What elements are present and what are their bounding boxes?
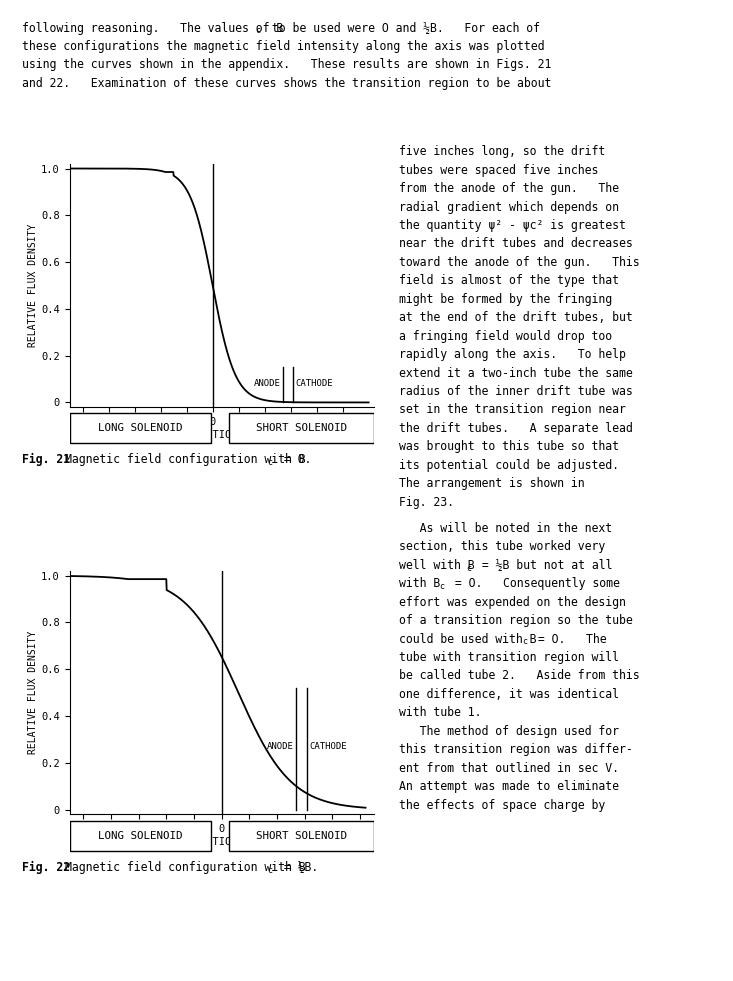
Text: be called tube 2.   Aside from this: be called tube 2. Aside from this: [399, 669, 640, 683]
Text: CATHODE: CATHODE: [309, 742, 347, 751]
Text: this transition region was differ-: this transition region was differ-: [399, 744, 633, 756]
Text: = ½B.: = ½B.: [277, 861, 318, 874]
Text: the drift tubes.   A separate lead: the drift tubes. A separate lead: [399, 422, 633, 435]
Text: c: c: [268, 458, 272, 467]
Text: to be used were O and ½B.   For each of: to be used were O and ½B. For each of: [265, 22, 540, 34]
Bar: [70, 413, 211, 442]
Text: rapidly along the axis.   To help: rapidly along the axis. To help: [399, 348, 627, 361]
Text: Fig. 22: Fig. 22: [22, 861, 70, 874]
Bar: [229, 821, 374, 851]
Text: five inches long, so the drift: five inches long, so the drift: [399, 145, 605, 158]
Text: tubes were spaced five inches: tubes were spaced five inches: [399, 164, 599, 177]
Text: was brought to this tube so that: was brought to this tube so that: [399, 440, 619, 453]
Text: The arrangement is shown in: The arrangement is shown in: [399, 477, 585, 490]
Text: using the curves shown in the appendix.   These results are shown in Figs. 21: using the curves shown in the appendix. …: [22, 59, 551, 72]
X-axis label: AXIAL POSITION - INCHES: AXIAL POSITION - INCHES: [150, 430, 294, 439]
Text: the effects of space charge by: the effects of space charge by: [399, 799, 605, 811]
Text: ANODE: ANODE: [268, 742, 294, 751]
Text: these configurations the magnetic field intensity along the axis was plotted: these configurations the magnetic field …: [22, 40, 545, 53]
Text: extend it a two-inch tube the same: extend it a two-inch tube the same: [399, 367, 633, 380]
Text: Fig. 21: Fig. 21: [22, 453, 70, 466]
Text: ent from that outlined in sec V.: ent from that outlined in sec V.: [399, 761, 619, 775]
Text: a fringing field would drop too: a fringing field would drop too: [399, 330, 613, 342]
Text: = ½B but not at all: = ½B but not at all: [476, 559, 613, 572]
Bar: [229, 413, 374, 442]
Text: at the end of the drift tubes, but: at the end of the drift tubes, but: [399, 311, 633, 324]
Text: radius of the inner drift tube was: radius of the inner drift tube was: [399, 385, 633, 398]
Text: c: c: [467, 564, 471, 573]
Text: field is almost of the type that: field is almost of the type that: [399, 275, 619, 287]
Text: ANODE: ANODE: [254, 380, 281, 388]
Y-axis label: RELATIVE FLUX DENSITY: RELATIVE FLUX DENSITY: [29, 224, 38, 347]
Text: section, this tube worked very: section, this tube worked very: [399, 541, 605, 553]
Text: and 22.   Examination of these curves shows the transition region to be about: and 22. Examination of these curves show…: [22, 77, 551, 90]
Text: could be used with B: could be used with B: [399, 633, 537, 645]
Text: near the drift tubes and decreases: near the drift tubes and decreases: [399, 237, 633, 250]
Text: The method of design used for: The method of design used for: [399, 725, 619, 738]
Text: its potential could be adjusted.: its potential could be adjusted.: [399, 459, 619, 472]
Text: set in the transition region near: set in the transition region near: [399, 403, 627, 416]
Text: c: c: [439, 582, 444, 592]
Text: Magnetic field configuration with B: Magnetic field configuration with B: [65, 861, 305, 874]
Text: toward the anode of the gun.   This: toward the anode of the gun. This: [399, 256, 640, 269]
Text: tube with transition region will: tube with transition region will: [399, 651, 619, 664]
Text: = O.   Consequently some: = O. Consequently some: [448, 577, 619, 591]
X-axis label: AXIAL POSITION - INCHES: AXIAL POSITION - INCHES: [150, 837, 294, 847]
Text: the quantity ψ² - ψc² is greatest: the quantity ψ² - ψc² is greatest: [399, 219, 627, 232]
Text: one difference, it was identical: one difference, it was identical: [399, 688, 619, 700]
Text: CATHODE: CATHODE: [295, 380, 333, 388]
Text: might be formed by the fringing: might be formed by the fringing: [399, 292, 613, 306]
Text: from the anode of the gun.   The: from the anode of the gun. The: [399, 182, 619, 195]
Text: effort was expended on the design: effort was expended on the design: [399, 595, 627, 608]
Text: c: c: [522, 638, 527, 646]
Text: with B: with B: [399, 577, 441, 591]
Text: Magnetic field configuration with B: Magnetic field configuration with B: [65, 453, 305, 466]
Text: LONG SOLENOID: LONG SOLENOID: [98, 423, 183, 433]
Text: = O.   The: = O. The: [531, 633, 606, 645]
Text: well with B: well with B: [399, 559, 475, 572]
Text: LONG SOLENOID: LONG SOLENOID: [98, 831, 183, 841]
Text: SHORT SOLENOID: SHORT SOLENOID: [256, 423, 347, 433]
Text: radial gradient which depends on: radial gradient which depends on: [399, 200, 619, 214]
Text: As will be noted in the next: As will be noted in the next: [399, 522, 613, 535]
Text: c: c: [256, 26, 260, 35]
Text: c: c: [268, 866, 272, 875]
Y-axis label: RELATIVE FLUX DENSITY: RELATIVE FLUX DENSITY: [29, 631, 38, 754]
Text: SHORT SOLENOID: SHORT SOLENOID: [256, 831, 347, 841]
Text: with tube 1.: with tube 1.: [399, 706, 482, 719]
Text: = 0.: = 0.: [277, 453, 311, 466]
Text: Fig. 23.: Fig. 23.: [399, 495, 454, 508]
Text: following reasoning.   The values of B: following reasoning. The values of B: [22, 22, 283, 34]
Text: An attempt was made to eliminate: An attempt was made to eliminate: [399, 780, 619, 793]
Text: of a transition region so the tube: of a transition region so the tube: [399, 614, 633, 627]
Bar: [70, 821, 211, 851]
